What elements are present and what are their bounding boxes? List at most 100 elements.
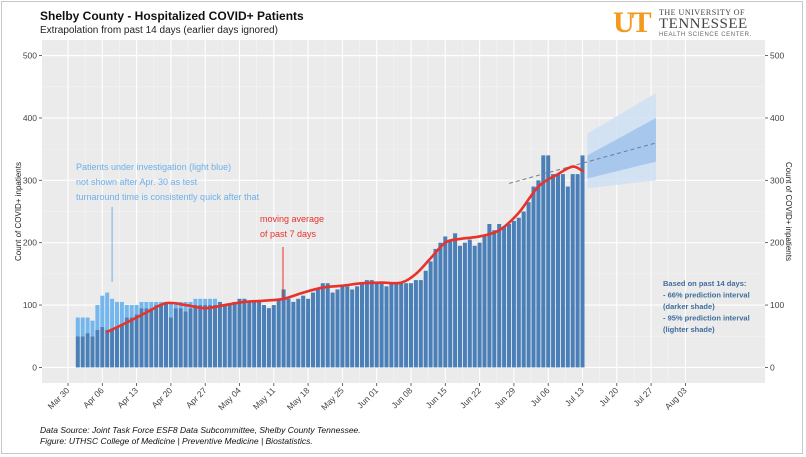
annotation-pui-text: turnaround time is consistently quick af… (76, 192, 260, 202)
bar-confirmed (100, 326, 105, 368)
y-tick-label: 200 (23, 238, 37, 248)
chart-subtitle: Extrapolation from past 14 days (earlier… (40, 25, 278, 36)
bar-confirmed (350, 289, 355, 368)
bar-confirmed (467, 239, 472, 368)
logo-line-2: TENNESSEE (659, 16, 748, 32)
y-tick-label-right: 400 (770, 113, 784, 123)
bar-confirmed (443, 236, 448, 368)
x-tick-label: Apr 20 (150, 385, 175, 410)
uthsc-logo: UT THE UNIVERSITY OF TENNESSEE HEALTH SC… (613, 8, 773, 40)
x-tick-label: Apr 13 (115, 385, 140, 410)
bar-pui (105, 292, 110, 330)
x-tick-label: Jun 15 (424, 385, 449, 410)
bar-confirmed (551, 174, 556, 368)
logo-line-3: HEALTH SCIENCE CENTER. (659, 32, 752, 38)
bar-confirmed (124, 317, 129, 368)
bar-confirmed (384, 286, 389, 368)
bar-confirmed (394, 283, 399, 368)
bar-confirmed (448, 239, 453, 368)
x-tick-label: Jun 08 (389, 385, 414, 410)
annotation-pi-text: - 95% prediction interval (663, 314, 750, 323)
bar-pui (193, 298, 198, 306)
bar-confirmed (163, 301, 169, 368)
bar-confirmed (119, 323, 124, 368)
bar-confirmed (413, 280, 418, 368)
bar-confirmed (271, 305, 276, 368)
x-tick-label: May 18 (285, 385, 312, 412)
annotation-pi-text: (lighter shade) (663, 325, 715, 334)
bar-confirmed (570, 174, 575, 368)
bar-confirmed (438, 242, 443, 368)
bar-confirmed (521, 211, 526, 368)
x-tick-label: Jul 13 (563, 385, 586, 408)
bar-confirmed (560, 174, 565, 368)
bar-confirmed (261, 305, 267, 368)
bar-pui (80, 317, 85, 337)
bar-confirmed (217, 301, 222, 368)
bar-pui (110, 298, 115, 330)
bar-confirmed (306, 298, 311, 368)
bar-confirmed (149, 308, 154, 368)
bar-series (75, 155, 585, 368)
bar-confirmed (90, 336, 95, 368)
y-tick-label: 100 (23, 300, 37, 310)
bar-confirmed (355, 286, 360, 368)
bar-confirmed (291, 301, 296, 368)
y-tick-label-right: 300 (770, 175, 784, 185)
bar-pui (203, 298, 208, 306)
bar-confirmed (266, 308, 271, 368)
y-tick-label-right: 200 (770, 238, 784, 248)
bar-pui (95, 305, 100, 330)
bar-confirmed (330, 292, 335, 368)
bar-confirmed (198, 305, 203, 368)
bar-confirmed (389, 283, 394, 368)
bar-confirmed (423, 270, 428, 368)
bar-pui (124, 305, 129, 318)
bar-confirmed (193, 305, 198, 368)
bar-confirmed (399, 283, 404, 368)
bar-pui (183, 301, 188, 312)
bar-confirmed (208, 305, 213, 368)
annotation-pui-text: not shown after Apr. 30 as test (76, 177, 198, 187)
bar-confirmed (433, 248, 438, 368)
bar-pui (114, 301, 120, 327)
footer-source: Data Source: Joint Task Force ESF8 Data … (40, 425, 361, 435)
bar-confirmed (85, 333, 90, 368)
bar-pui (212, 298, 218, 306)
bar-confirmed (340, 286, 345, 368)
bar-pui (173, 301, 178, 309)
bar-confirmed (453, 233, 458, 368)
x-tick-label: May 25 (319, 385, 346, 412)
bar-confirmed (310, 292, 316, 368)
bar-confirmed (364, 280, 369, 368)
bar-confirmed (252, 301, 257, 368)
y-tick-label-right: 500 (770, 51, 784, 61)
prediction-interval-66 (587, 117, 656, 179)
bar-confirmed (188, 308, 193, 368)
bar-pui (129, 305, 134, 318)
bar-confirmed (232, 301, 237, 368)
bar-confirmed (154, 305, 159, 368)
bar-confirmed (472, 245, 477, 368)
bar-confirmed (506, 223, 512, 368)
y-tick-label-right: 100 (770, 300, 784, 310)
x-tick-label: Mar 30 (46, 385, 72, 411)
annotation-ma-text: of past 7 days (260, 229, 317, 239)
bar-confirmed (114, 326, 120, 368)
x-tick-label: Jun 29 (492, 385, 517, 410)
bar-pui (119, 301, 124, 324)
y-tick-label: 500 (23, 51, 37, 61)
bar-confirmed (168, 317, 173, 368)
bar-confirmed (345, 286, 350, 368)
bar-confirmed (212, 305, 218, 368)
bar-pui (75, 317, 80, 337)
bar-confirmed (575, 174, 580, 368)
bar-pui (198, 298, 203, 306)
bar-confirmed (242, 298, 247, 368)
bar-confirmed (511, 220, 516, 368)
bar-confirmed (477, 242, 482, 368)
bar-confirmed (301, 295, 306, 368)
bar-confirmed (183, 311, 188, 368)
footer-figure-credit: Figure: UTHSC College of Medicine | Prev… (40, 436, 313, 446)
